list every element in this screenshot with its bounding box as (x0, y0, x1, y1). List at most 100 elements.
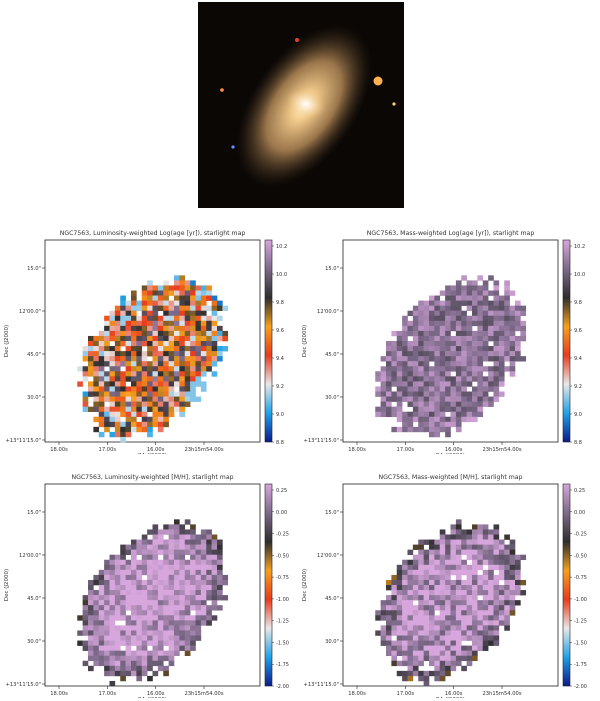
heatmap-cell (493, 351, 500, 357)
heatmap-cell (466, 401, 473, 407)
heatmap-cell (477, 325, 484, 332)
heatmap-cell (98, 431, 105, 438)
heatmap-cell (407, 615, 414, 621)
heatmap-cell (195, 320, 202, 327)
heatmap-cell (439, 660, 446, 667)
heatmap-cell (125, 579, 132, 586)
heatmap-cell (120, 391, 126, 397)
heatmap-cell (184, 519, 191, 525)
heatmap-cell (109, 421, 116, 428)
y-axis-label: Dec (J2000) (302, 569, 308, 601)
heatmap-cell (136, 346, 143, 352)
heatmap-cell (82, 620, 89, 626)
heatmap-cell (429, 585, 435, 591)
heatmap-cell (509, 544, 516, 550)
heatmap-cell (520, 335, 527, 342)
heatmap-cell (141, 620, 148, 626)
heatmap-cell (466, 625, 473, 631)
heatmap-cell (120, 569, 126, 576)
heatmap-cell (455, 645, 462, 651)
heatmap-cell (190, 356, 196, 362)
heatmap-cell (472, 351, 478, 357)
heatmap-cell (206, 346, 212, 352)
heatmap-cell (439, 356, 446, 362)
heatmap-cell (98, 341, 105, 347)
heatmap-cell (190, 574, 196, 581)
heatmap-cell (152, 534, 159, 540)
heatmap-cell (168, 361, 175, 367)
heatmap-cell (396, 574, 403, 581)
heatmap-cell (445, 645, 451, 651)
heatmap-cell (461, 416, 467, 423)
heatmap-cell (461, 290, 467, 296)
heatmap-cell (109, 645, 116, 651)
heatmap-cell (141, 300, 148, 306)
heatmap-cell (461, 534, 467, 540)
heatmap-cell (157, 411, 164, 418)
heatmap-cell (147, 426, 153, 433)
heatmap-cell (125, 595, 132, 601)
heatmap-cell (429, 559, 435, 566)
heatmap-cell (174, 625, 180, 631)
heatmap-cell (104, 341, 110, 347)
heatmap-cell (445, 670, 451, 677)
heatmap-cell (402, 335, 408, 342)
heatmap-cell (206, 351, 212, 357)
heatmap-cell (402, 386, 408, 392)
heatmap-cell (157, 366, 164, 372)
heatmap-cell (104, 615, 110, 621)
heatmap-cell (120, 675, 126, 682)
heatmap-cell (515, 569, 521, 576)
heatmap-cell (466, 645, 473, 651)
heatmap-cell (455, 315, 462, 322)
heatmap-cell (82, 406, 89, 412)
heatmap-cell (179, 371, 186, 377)
heatmap-cell (418, 356, 424, 362)
heatmap-cell (184, 366, 191, 372)
heatmap-cell (396, 341, 403, 347)
heatmap-cell (125, 371, 132, 377)
heatmap-cell (163, 665, 169, 672)
heatmap-cell (391, 351, 398, 357)
heatmap-cell (455, 285, 462, 291)
heatmap-cell (88, 356, 94, 362)
heatmap-cell (402, 376, 408, 382)
heatmap-cell (179, 610, 186, 616)
heatmap-cell (493, 605, 500, 611)
heatmap-cell (200, 600, 207, 606)
heatmap-cell (477, 615, 484, 621)
heatmap-cell (429, 431, 435, 438)
heatmap-cell (104, 559, 110, 566)
heatmap-cell (455, 320, 462, 327)
heatmap-cell (163, 386, 169, 392)
colorbar-tick-label: -1.75 (574, 662, 587, 668)
heatmap-cell (109, 386, 116, 392)
heatmap-cell (168, 396, 175, 402)
heatmap-cell (445, 539, 451, 545)
heatmap-cell (423, 396, 430, 402)
heatmap-cell (402, 635, 408, 641)
heatmap-cell (504, 325, 510, 332)
heatmap-cell (402, 640, 408, 646)
heatmap-cell (195, 610, 202, 616)
heatmap-cell (147, 371, 153, 377)
heatmap-cell (396, 426, 403, 433)
heatmap-cell (482, 615, 489, 621)
heatmap-cell (407, 549, 414, 555)
heatmap-cell (206, 574, 212, 581)
heatmap-cell (418, 346, 424, 352)
heatmap-cell (466, 330, 473, 337)
heatmap-cell (174, 534, 180, 540)
heatmap-cell (98, 585, 105, 591)
heatmap-cell (120, 361, 126, 367)
heatmap-cell (380, 615, 387, 621)
heatmap-cell (190, 564, 196, 571)
heatmap-cell (439, 381, 446, 387)
heatmap-cell (93, 655, 100, 662)
heatmap-cell (472, 655, 478, 662)
heatmap-cell (136, 670, 143, 677)
heatmap-cell (466, 564, 473, 571)
heatmap-cell (222, 346, 229, 352)
heatmap-cell (174, 640, 180, 646)
heatmap-cell (120, 554, 126, 561)
